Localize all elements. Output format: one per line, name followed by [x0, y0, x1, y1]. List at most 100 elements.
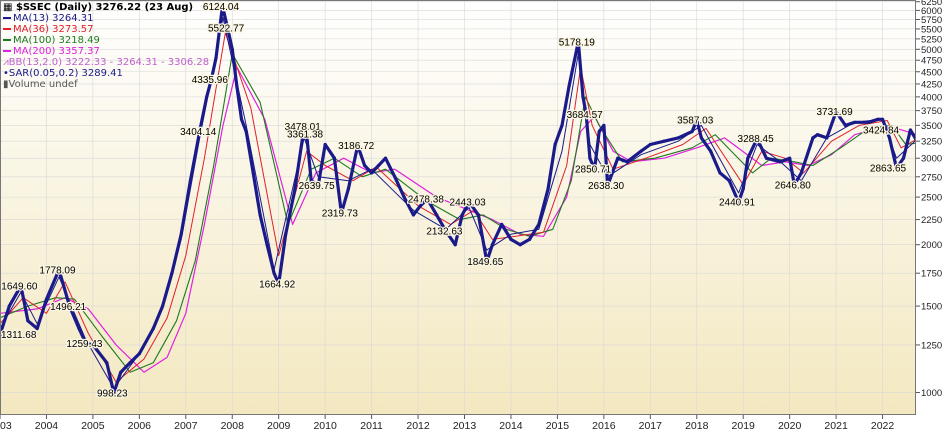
y-tick-label: 3250 [921, 137, 942, 148]
x-tick-label: 2021 [824, 420, 848, 432]
price-annotation: 998.23 [97, 388, 128, 399]
price-point [68, 304, 72, 309]
price-point [460, 213, 464, 217]
price-point [44, 297, 49, 301]
y-tick-label: 6000 [921, 6, 942, 17]
y-tick-label: 3000 [921, 154, 942, 165]
chart-legend: ▦ $SSEC (Daily) 3276.22 (23 Aug) MA(13) … [3, 2, 209, 90]
price-point [277, 282, 281, 286]
price-point [453, 243, 457, 247]
x-tick-label: 2016 [592, 420, 616, 432]
price-point [662, 139, 666, 143]
x-tick-label: 2018 [685, 420, 709, 432]
x-tick-label: 2004 [35, 420, 59, 432]
price-annotation: 2639.75 [299, 181, 336, 192]
x-tick-label: 2014 [499, 420, 523, 432]
price-point [293, 187, 297, 191]
y-tick-label: 4250 [921, 79, 942, 90]
chart-type-icon: ▦ [3, 2, 13, 13]
x-tick-label: 2017 [639, 420, 663, 432]
y-tick-label: 3750 [921, 106, 942, 117]
price-point [425, 197, 429, 201]
price-point [435, 213, 439, 217]
price-point [576, 40, 580, 44]
y-tick-label: 1500 [921, 302, 942, 313]
price-point [402, 195, 406, 199]
y-tick-label: 5000 [921, 45, 942, 56]
price-point [128, 361, 132, 365]
price-annotation: 1259.43 [66, 339, 103, 350]
price-point [7, 304, 11, 308]
price-point [553, 142, 557, 147]
price-annotation: 2646.80 [775, 180, 812, 191]
x-tick-label: 2005 [81, 420, 105, 432]
price-point [35, 326, 39, 331]
price-annotation: 2850.71 [575, 165, 612, 176]
ma200-swatch [3, 50, 11, 52]
price-point [393, 175, 397, 179]
sar-dot-icon: • [3, 68, 9, 79]
x-tick-label: 2008 [221, 420, 245, 432]
price-point [77, 326, 81, 331]
plot-background [0, 0, 916, 415]
price-point [309, 179, 313, 183]
price-point [265, 243, 269, 247]
legend-ma36-label: MA(36) 3273.57 [13, 24, 94, 35]
price-point [272, 271, 276, 275]
price-point [112, 391, 116, 395]
x-tick-label: 2011 [360, 420, 383, 432]
price-point [119, 370, 123, 374]
price-point [755, 137, 759, 141]
price-point [323, 142, 327, 147]
price-point [597, 129, 601, 134]
y-axis: 1000 1250 1500 1750 2000 2250 2500 2750 3000 3250… [916, 0, 942, 399]
price-point [91, 343, 95, 347]
price-point [302, 125, 306, 129]
legend-sar: •SAR(0.05,0.2) 3289.41 [3, 68, 209, 79]
price-point [383, 156, 388, 160]
plot-border [0, 0, 916, 415]
price-annotation: 3404.14 [180, 127, 217, 138]
legend-ma100: MA(100) 3218.49 [3, 35, 209, 46]
y-tick-label: 1000 [921, 388, 942, 399]
price-point [527, 237, 532, 242]
legend-ma36: MA(36) 3273.57 [3, 24, 209, 35]
y-tick-label: 2500 [921, 193, 942, 204]
price-point [411, 213, 416, 217]
legend-sar-label: SAR(0.05,0.2) 3289.41 [8, 68, 123, 79]
price-annotation: 1778.09 [39, 265, 76, 276]
price-annotation: 2440.91 [719, 198, 756, 209]
series-layer [0, 4, 916, 395]
series-ma-13- [0, 17, 916, 389]
x-tick-label: 2020 [778, 420, 802, 432]
grid-lines [0, 0, 916, 415]
legend-title: ▦ $SSEC (Daily) 3276.22 (23 Aug) [3, 2, 209, 13]
y-tick-label: 1750 [921, 269, 942, 280]
price-point [251, 171, 255, 175]
price-point [695, 118, 699, 122]
price-point [376, 163, 381, 168]
x-axis: 2003 2004 2005 2006 2007 2008 2009 2010 2011 2012… [0, 415, 894, 432]
price-point [258, 213, 262, 217]
price-point [284, 232, 288, 236]
price-point [84, 341, 88, 345]
ma36-swatch [3, 28, 11, 30]
price-point [843, 123, 847, 127]
price-point [239, 117, 244, 121]
price-point [699, 136, 703, 140]
price-annotation: 1496.21 [50, 302, 87, 313]
price-point [764, 156, 769, 160]
volume-bars-icon: ▮ [3, 79, 9, 90]
price-point [908, 128, 913, 132]
price-point [467, 200, 471, 204]
price-annotation: 2863.65 [870, 164, 907, 175]
ma100-swatch [3, 39, 11, 41]
price-point [220, 4, 225, 8]
legend-ma200: MA(200) 3357.37 [3, 46, 209, 57]
series--ssec [0, 4, 916, 395]
price-point [560, 123, 564, 127]
ma13-swatch [3, 17, 11, 19]
y-tick-label: 5500 [921, 24, 942, 35]
